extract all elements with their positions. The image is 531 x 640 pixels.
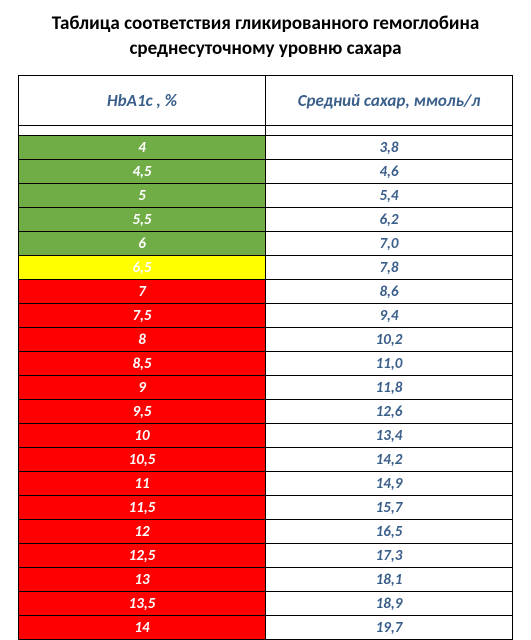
cell-hba1c: 11,5 bbox=[19, 496, 266, 520]
cell-sugar: 12,6 bbox=[266, 400, 513, 424]
cell-hba1c: 13,5 bbox=[19, 592, 266, 616]
table-row: 55,4 bbox=[19, 184, 513, 208]
table-row: 4,54,6 bbox=[19, 160, 513, 184]
header-spacer-row bbox=[19, 126, 513, 136]
cell-sugar: 16,5 bbox=[266, 520, 513, 544]
hba1c-table: HbA1c , % Средний сахар, ммоль/л 43,84,5… bbox=[18, 75, 513, 640]
table-row: 9,512,6 bbox=[19, 400, 513, 424]
table-row: 810,2 bbox=[19, 328, 513, 352]
title-line-2: среднесуточному уровню сахара bbox=[129, 37, 401, 60]
spacer-cell bbox=[266, 126, 513, 136]
cell-hba1c: 5 bbox=[19, 184, 266, 208]
cell-sugar: 17,3 bbox=[266, 544, 513, 568]
cell-sugar: 15,7 bbox=[266, 496, 513, 520]
table-row: 5,56,2 bbox=[19, 208, 513, 232]
table-row: 1419,7 bbox=[19, 616, 513, 640]
table-row: 1013,4 bbox=[19, 424, 513, 448]
cell-sugar: 13,4 bbox=[266, 424, 513, 448]
cell-hba1c: 7,5 bbox=[19, 304, 266, 328]
table-row: 13,518,9 bbox=[19, 592, 513, 616]
cell-sugar: 9,4 bbox=[266, 304, 513, 328]
cell-hba1c: 12 bbox=[19, 520, 266, 544]
cell-hba1c: 8 bbox=[19, 328, 266, 352]
table-row: 8,511,0 bbox=[19, 352, 513, 376]
cell-sugar: 18,1 bbox=[266, 568, 513, 592]
cell-hba1c: 10 bbox=[19, 424, 266, 448]
table-row: 11,515,7 bbox=[19, 496, 513, 520]
table-row: 78,6 bbox=[19, 280, 513, 304]
cell-sugar: 4,6 bbox=[266, 160, 513, 184]
cell-sugar: 7,8 bbox=[266, 256, 513, 280]
cell-sugar: 18,9 bbox=[266, 592, 513, 616]
cell-sugar: 8,6 bbox=[266, 280, 513, 304]
cell-hba1c: 7 bbox=[19, 280, 266, 304]
cell-hba1c: 4 bbox=[19, 136, 266, 160]
cell-sugar: 11,0 bbox=[266, 352, 513, 376]
table-row: 12,517,3 bbox=[19, 544, 513, 568]
page-title: Таблица соответствия гликированного гемо… bbox=[18, 12, 513, 61]
table-row: 1114,9 bbox=[19, 472, 513, 496]
table-row: 10,514,2 bbox=[19, 448, 513, 472]
cell-sugar: 5,4 bbox=[266, 184, 513, 208]
table-row: 67,0 bbox=[19, 232, 513, 256]
spacer-cell bbox=[19, 126, 266, 136]
cell-hba1c: 10,5 bbox=[19, 448, 266, 472]
table-row: 6,57,8 bbox=[19, 256, 513, 280]
table-row: 7,59,4 bbox=[19, 304, 513, 328]
header-sugar: Средний сахар, ммоль/л bbox=[266, 76, 513, 126]
table-row: 1318,1 bbox=[19, 568, 513, 592]
cell-hba1c: 13 bbox=[19, 568, 266, 592]
cell-hba1c: 5,5 bbox=[19, 208, 266, 232]
cell-hba1c: 14 bbox=[19, 616, 266, 640]
cell-hba1c: 4,5 bbox=[19, 160, 266, 184]
cell-hba1c: 9 bbox=[19, 376, 266, 400]
table-row: 1216,5 bbox=[19, 520, 513, 544]
cell-hba1c: 6 bbox=[19, 232, 266, 256]
cell-sugar: 6,2 bbox=[266, 208, 513, 232]
cell-sugar: 14,2 bbox=[266, 448, 513, 472]
cell-sugar: 19,7 bbox=[266, 616, 513, 640]
header-hba1c: HbA1c , % bbox=[19, 76, 266, 126]
title-line-1: Таблица соответствия гликированного гемо… bbox=[52, 12, 479, 35]
cell-hba1c: 11 bbox=[19, 472, 266, 496]
cell-sugar: 11,8 bbox=[266, 376, 513, 400]
table-row: 43,8 bbox=[19, 136, 513, 160]
table-header-row: HbA1c , % Средний сахар, ммоль/л bbox=[19, 76, 513, 126]
cell-sugar: 10,2 bbox=[266, 328, 513, 352]
cell-sugar: 14,9 bbox=[266, 472, 513, 496]
cell-hba1c: 6,5 bbox=[19, 256, 266, 280]
cell-sugar: 3,8 bbox=[266, 136, 513, 160]
cell-hba1c: 8,5 bbox=[19, 352, 266, 376]
table-row: 911,8 bbox=[19, 376, 513, 400]
cell-hba1c: 12,5 bbox=[19, 544, 266, 568]
cell-hba1c: 9,5 bbox=[19, 400, 266, 424]
cell-sugar: 7,0 bbox=[266, 232, 513, 256]
